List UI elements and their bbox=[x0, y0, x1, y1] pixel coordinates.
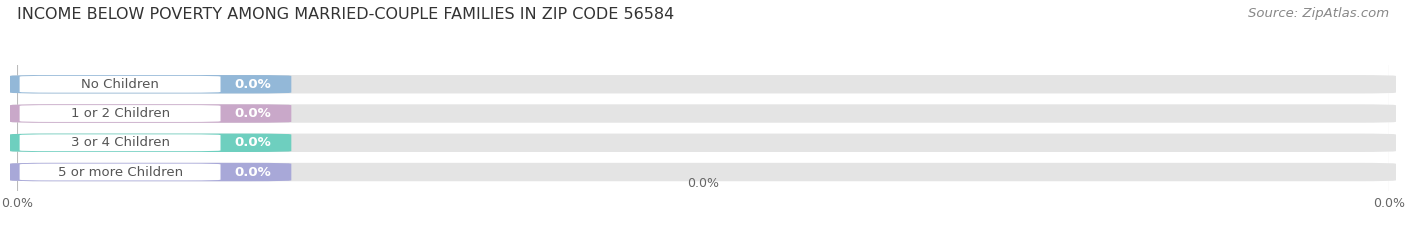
FancyBboxPatch shape bbox=[10, 163, 1396, 181]
FancyBboxPatch shape bbox=[10, 75, 291, 93]
FancyBboxPatch shape bbox=[20, 76, 221, 93]
FancyBboxPatch shape bbox=[20, 164, 221, 181]
FancyBboxPatch shape bbox=[10, 163, 291, 181]
Text: INCOME BELOW POVERTY AMONG MARRIED-COUPLE FAMILIES IN ZIP CODE 56584: INCOME BELOW POVERTY AMONG MARRIED-COUPL… bbox=[17, 7, 673, 22]
FancyBboxPatch shape bbox=[10, 104, 1396, 123]
FancyBboxPatch shape bbox=[10, 75, 1396, 93]
Text: 0.0%: 0.0% bbox=[233, 165, 271, 178]
Text: 0.0%: 0.0% bbox=[233, 107, 271, 120]
FancyBboxPatch shape bbox=[20, 134, 221, 151]
Text: 0.0%: 0.0% bbox=[688, 178, 718, 190]
Text: No Children: No Children bbox=[82, 78, 159, 91]
FancyBboxPatch shape bbox=[10, 134, 291, 152]
Text: 0.0%: 0.0% bbox=[233, 136, 271, 149]
Text: 3 or 4 Children: 3 or 4 Children bbox=[70, 136, 170, 149]
FancyBboxPatch shape bbox=[20, 105, 221, 122]
FancyBboxPatch shape bbox=[10, 104, 291, 123]
Text: Source: ZipAtlas.com: Source: ZipAtlas.com bbox=[1249, 7, 1389, 20]
Text: 5 or more Children: 5 or more Children bbox=[58, 165, 183, 178]
FancyBboxPatch shape bbox=[10, 134, 1396, 152]
Text: 1 or 2 Children: 1 or 2 Children bbox=[70, 107, 170, 120]
Text: 0.0%: 0.0% bbox=[233, 78, 271, 91]
